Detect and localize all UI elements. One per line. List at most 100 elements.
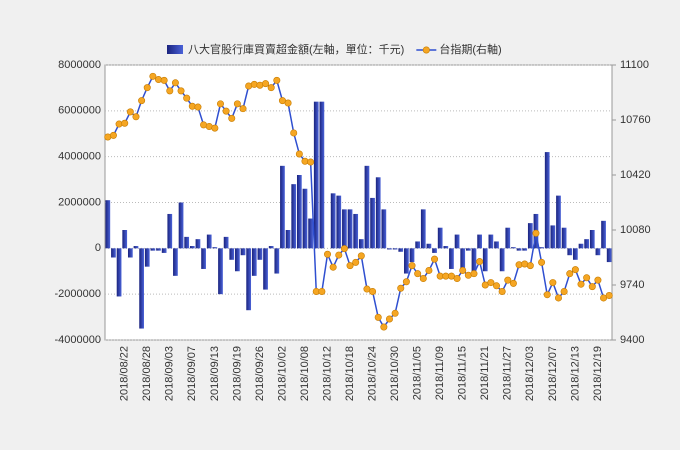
bar (353, 213, 359, 249)
line-marker (380, 323, 388, 331)
x-tick-label: 2018/10/30 (389, 346, 401, 401)
x-tick-label: 2018/12/13 (569, 346, 581, 401)
bar (139, 248, 144, 329)
bar (432, 248, 437, 253)
bar (375, 177, 381, 249)
line-marker (402, 278, 410, 286)
y-tick-label: 0 (95, 242, 101, 254)
x-tick-label: 2018/09/07 (186, 346, 198, 401)
bar (173, 248, 178, 276)
line-marker (177, 87, 185, 95)
line-marker (498, 287, 506, 295)
line-marker (493, 282, 501, 290)
bar (370, 197, 375, 249)
bar (544, 152, 550, 249)
line-marker (588, 283, 596, 291)
x-tick-label: 2018/09/26 (254, 346, 266, 401)
bar (133, 246, 139, 249)
bar (522, 248, 528, 251)
bar (263, 248, 268, 290)
x-tick-label: 2018/11/15 (457, 346, 469, 400)
y-tick-label: -4000000 (55, 334, 102, 346)
bar (274, 248, 280, 274)
bar (206, 234, 212, 249)
x-tick-label: 2018/10/24 (366, 346, 378, 401)
bar (240, 248, 246, 256)
line-marker (549, 279, 557, 287)
line-marker (459, 266, 467, 274)
bar (584, 239, 590, 249)
x-tick-label: 2018/10/18 (344, 346, 356, 401)
x-tick-label: 2018/12/03 (524, 346, 536, 401)
line-marker (194, 103, 202, 111)
bar (313, 101, 319, 249)
line-marker (605, 292, 613, 300)
line-marker (262, 80, 270, 88)
legend-label: 八大官股行庫買賣超金額(左軸，單位：千元) (188, 42, 404, 56)
bar (415, 241, 421, 249)
bar (465, 248, 471, 251)
bar (178, 202, 184, 249)
y2-tick-label: 11100 (620, 59, 649, 71)
bar (280, 165, 285, 249)
bar (426, 243, 432, 249)
y2-tick-label: 10080 (620, 224, 651, 236)
line-marker (538, 258, 546, 266)
x-tick-label: 2018/11/21 (479, 346, 491, 400)
line-marker (267, 84, 275, 92)
line-marker (374, 313, 382, 321)
line-marker (149, 72, 157, 80)
bar (539, 247, 544, 249)
bar (550, 225, 556, 249)
line-marker (166, 87, 174, 95)
line-marker (126, 108, 134, 116)
bar (567, 248, 573, 256)
bar (235, 248, 240, 272)
bar (606, 248, 612, 263)
x-tick-label: 2018/12/07 (547, 346, 559, 401)
line-marker (138, 97, 146, 105)
bar (111, 248, 116, 258)
line-marker (504, 276, 512, 284)
y2-tick-label: 10420 (620, 169, 651, 181)
bar (116, 248, 122, 297)
bar (420, 209, 426, 249)
bar (589, 230, 595, 249)
line-marker (385, 315, 393, 323)
line-marker (233, 100, 241, 108)
line-marker (329, 263, 337, 271)
line-marker (239, 105, 247, 113)
bar (268, 246, 274, 249)
line-marker (594, 276, 602, 284)
line-marker (160, 76, 168, 84)
x-tick-label: 2018/11/05 (412, 346, 424, 400)
bar (449, 248, 454, 269)
y-tick-label: 4000000 (58, 151, 101, 163)
line-marker (543, 291, 551, 299)
bar (488, 234, 494, 249)
legend-label: 台指期(右軸) (439, 42, 501, 56)
bar (578, 243, 584, 249)
bar (246, 248, 252, 311)
line-marker (109, 131, 117, 139)
y2-tick-label: 10760 (620, 114, 651, 126)
line-marker (577, 280, 585, 288)
bar (358, 239, 364, 249)
bar (387, 248, 392, 250)
line-marker (554, 294, 562, 302)
x-tick-label: 2018/09/19 (231, 346, 243, 401)
bar (364, 165, 370, 249)
y-tick-label: 2000000 (58, 196, 101, 208)
x-tick-label: 2018/09/03 (164, 346, 176, 401)
bar (494, 241, 499, 249)
x-tick-label: 2018/11/27 (502, 346, 514, 400)
bar (601, 220, 606, 249)
bar (161, 248, 167, 253)
bar (499, 248, 505, 272)
line-marker (526, 262, 534, 270)
line-marker (397, 284, 405, 292)
line-marker (352, 258, 360, 266)
line-marker (369, 287, 377, 295)
x-tick-label: 2018/10/08 (299, 346, 311, 401)
bar (150, 248, 156, 251)
